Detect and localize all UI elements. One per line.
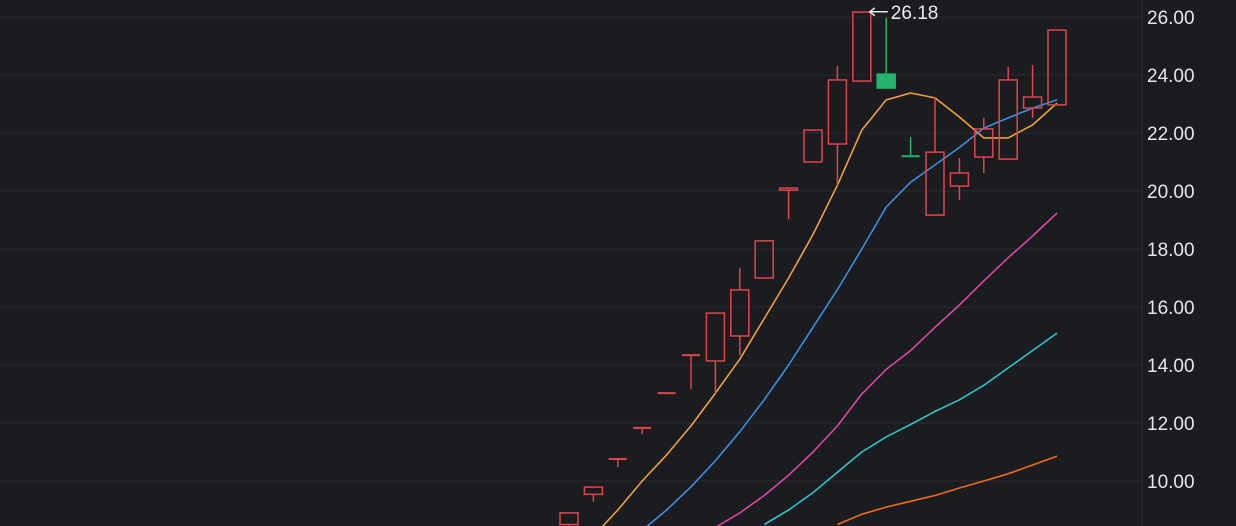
- candle: [803, 129, 823, 163]
- candle-body: [730, 289, 750, 337]
- y-tick-label: 22.00: [1147, 124, 1195, 145]
- high-label: 26.18: [891, 3, 939, 24]
- ma-line: [763, 332, 1058, 526]
- candle: [974, 117, 994, 174]
- candle: [682, 354, 700, 390]
- y-tick-label: 12.00: [1147, 414, 1195, 435]
- candle: [998, 66, 1018, 160]
- candle: [705, 312, 726, 394]
- candle: [1022, 65, 1043, 118]
- candle-body: [949, 172, 970, 187]
- candle-body: [974, 128, 994, 158]
- ma-line: [716, 212, 1058, 526]
- y-tick-label: 18.00: [1147, 240, 1195, 261]
- candle-body: [925, 151, 945, 216]
- candle-body: [852, 11, 872, 82]
- candle: [901, 137, 920, 158]
- y-tick-label: 16.00: [1147, 298, 1195, 319]
- candle-body: [583, 486, 604, 496]
- candle: [583, 486, 604, 502]
- candle: [754, 240, 774, 279]
- y-axis[interactable]: 10.00 12.00 14.00 16.00 18.00 20.00 22.00 24.00…: [1147, 8, 1195, 493]
- ma-line: [837, 455, 1058, 526]
- candle: [778, 187, 799, 220]
- gridlines: [0, 16, 1142, 482]
- candle: [949, 157, 970, 200]
- candle: [633, 426, 652, 435]
- candle-body: [559, 512, 579, 526]
- candle-body: [754, 240, 774, 279]
- y-tick-label: 10.00: [1147, 472, 1195, 493]
- candle: [827, 66, 848, 186]
- y-tick-label: 20.00: [1147, 182, 1195, 203]
- candle-body: [827, 79, 848, 145]
- candle-body: [876, 73, 896, 89]
- moving-average-lines: [601, 92, 1058, 526]
- candle: [608, 457, 627, 468]
- y-tick-label: 24.00: [1147, 66, 1195, 87]
- candles: [559, 11, 1067, 526]
- candle: [876, 17, 896, 89]
- high-arrow-head: [868, 7, 876, 17]
- candle: [559, 512, 579, 526]
- candle-body: [705, 312, 726, 362]
- candle-body: [1022, 96, 1043, 109]
- candle: [925, 97, 945, 216]
- high-marker: 26.18: [868, 3, 939, 24]
- y-tick-label: 14.00: [1147, 356, 1195, 377]
- candle: [1047, 29, 1067, 106]
- candle-body: [998, 79, 1018, 160]
- candle-body: [803, 129, 823, 163]
- y-tick-label: 26.00: [1147, 8, 1195, 29]
- candle: [730, 268, 750, 356]
- candle: [852, 11, 872, 82]
- candle-body: [1047, 29, 1067, 106]
- candle-body: [778, 187, 799, 191]
- ma-line: [601, 92, 1058, 526]
